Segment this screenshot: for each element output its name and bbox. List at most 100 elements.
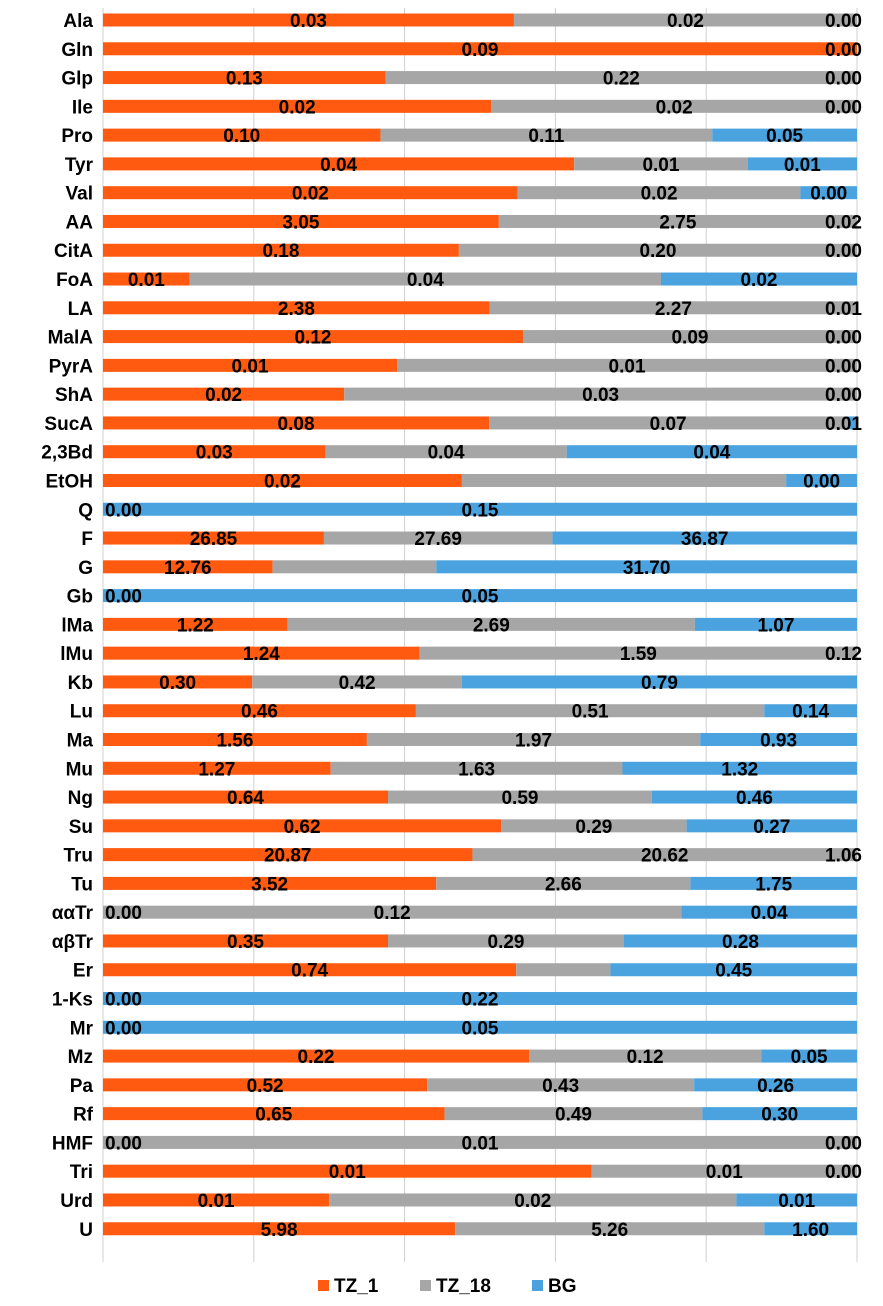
data-label: 36.87: [681, 529, 729, 550]
data-label: 0.00: [105, 587, 142, 608]
bar-segment-tz-18: [427, 1078, 695, 1092]
data-label: 0.02: [514, 1191, 551, 1212]
data-label: 0.26: [757, 1076, 794, 1097]
data-label: 5.26: [591, 1220, 628, 1241]
data-label: 0.02: [825, 212, 862, 233]
data-label: 1.60: [792, 1220, 829, 1241]
bar-segment-tz-1: [103, 358, 398, 372]
category-label: αβTr: [52, 932, 94, 953]
bar-segment-bg: [690, 876, 857, 890]
category-label: LA: [68, 299, 94, 320]
bar-segment-tz-18: [591, 1164, 857, 1178]
data-label: 0.46: [241, 702, 278, 723]
bar-segment-tz-1: [103, 1193, 330, 1207]
category-label: Glp: [61, 69, 93, 90]
bar-segment-bg: [622, 761, 857, 775]
bar-segment-bg: [702, 1107, 857, 1121]
bar-segment-bg: [786, 473, 857, 487]
data-label: 0.01: [198, 1191, 235, 1212]
bar-segment-tz-1: [103, 1164, 592, 1178]
bar-segment-bg: [651, 790, 857, 804]
category-label: Rf: [73, 1105, 94, 1126]
data-label: 0.02: [205, 385, 242, 406]
bar-segment-bg: [566, 445, 857, 459]
bar-segment-tz-18: [461, 473, 787, 487]
category-label: ShA: [55, 385, 93, 406]
bar-segment-tz-1: [103, 934, 389, 948]
data-label: 0.02: [279, 97, 316, 118]
bar-segment-tz-1: [103, 42, 857, 56]
bar-segment-tz-18: [325, 445, 567, 459]
category-label: Su: [69, 817, 93, 838]
data-label: 2.66: [545, 874, 582, 895]
data-label: 0.59: [501, 788, 538, 809]
category-label: lMa: [61, 615, 93, 636]
category-label: Ala: [63, 11, 93, 32]
bar-segment-tz-1: [103, 157, 575, 171]
bar-segment-tz-18: [513, 13, 857, 27]
bar-segment-tz-18: [323, 531, 553, 545]
data-label: 0.04: [428, 443, 465, 464]
bar-segment-bg: [700, 733, 857, 746]
data-label: 0.01: [706, 1162, 743, 1183]
data-label: 31.70: [623, 558, 671, 579]
bar-segment-tz-1: [103, 963, 517, 977]
data-label: 0.00: [105, 500, 142, 521]
bar-segment-bg: [610, 963, 857, 977]
data-label: 2.27: [655, 299, 692, 320]
data-label: 1.32: [721, 759, 758, 780]
category-label: U: [79, 1220, 93, 1241]
data-label: 0.04: [751, 903, 788, 924]
bar-segment-bg: [436, 560, 857, 574]
bar-segment-bg: [103, 992, 857, 1006]
category-label: Ma: [67, 731, 94, 752]
bar-segment-tz-18: [491, 99, 857, 113]
bar-segment-tz-1: [103, 1222, 456, 1236]
bar-segment-bg: [736, 1193, 857, 1207]
data-label: 27.69: [414, 529, 462, 550]
category-label: SucA: [44, 414, 93, 435]
bar-segment-tz-1: [103, 1107, 445, 1121]
data-label: 0.45: [715, 961, 752, 982]
data-label: 0.46: [736, 788, 773, 809]
bar-segment-tz-1: [103, 1078, 428, 1092]
category-label: Mu: [66, 759, 93, 780]
bar-segment-bg: [764, 704, 857, 718]
bar-segment-tz-18: [329, 1193, 737, 1207]
legend: TZ_1 TZ_18 BG: [318, 1276, 577, 1297]
data-label: 0.02: [667, 11, 704, 32]
category-label: Mr: [70, 1018, 94, 1039]
bar-segment-bg: [847, 416, 857, 430]
bar-segment-bg: [552, 531, 857, 545]
bar-segment-tz-1: [103, 790, 389, 804]
data-label: 0.18: [262, 241, 299, 262]
data-label: 0.07: [650, 414, 687, 435]
category-label: Lu: [70, 702, 93, 723]
bar-segment-tz-1: [103, 617, 288, 631]
data-label: 0.02: [292, 184, 329, 205]
bar-segment-tz-1: [103, 675, 253, 689]
data-label: 0.29: [575, 817, 612, 838]
data-label: 0.30: [761, 1105, 798, 1126]
data-label: 2.69: [473, 615, 510, 636]
bar-segment-bg: [764, 1222, 857, 1236]
data-label: 0.35: [227, 932, 264, 953]
data-label: 0.00: [825, 69, 862, 90]
bar-segment-tz-18: [189, 272, 661, 286]
bar-segment-tz-18: [388, 934, 625, 948]
data-label: 1.59: [620, 644, 657, 665]
data-label: 2.75: [659, 212, 696, 233]
bar-segment-tz-18: [529, 1049, 762, 1063]
data-label: 0.03: [196, 443, 233, 464]
category-label: Er: [73, 961, 94, 982]
data-label: 0.00: [105, 903, 142, 924]
bar-segment-tz-18: [472, 848, 857, 862]
bar-segment-tz-1: [103, 876, 437, 890]
data-label: 3.05: [282, 212, 319, 233]
category-label: Ile: [72, 97, 93, 118]
data-label: 0.00: [803, 471, 840, 492]
data-label: 0.01: [784, 155, 821, 176]
data-label: 0.43: [542, 1076, 579, 1097]
bar-segment-tz-18: [501, 819, 687, 833]
